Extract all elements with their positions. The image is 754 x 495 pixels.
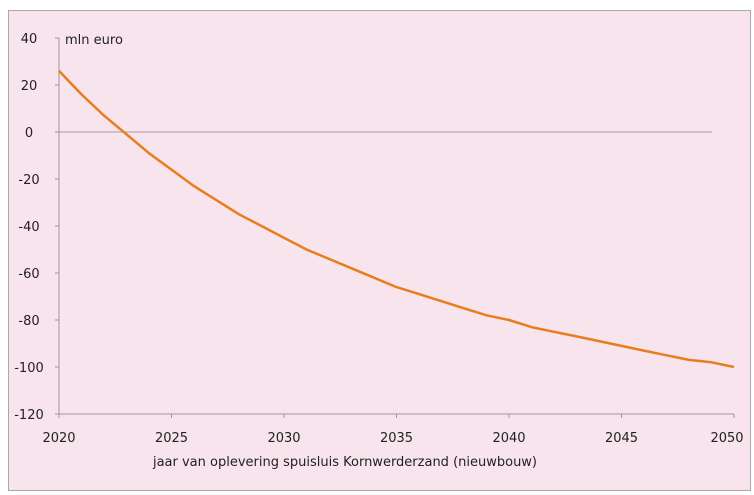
y-tick-label: 20 (21, 79, 38, 94)
y-tick-label: -80 (18, 314, 39, 329)
y-tick-label: -60 (18, 267, 39, 282)
y-tick-label: 0 (25, 126, 33, 141)
unit-label: mln euro (65, 33, 123, 48)
chart-frame: 40 20 0 -20 -40 -60 -80 -100 -120 2020 2025 2030 203… (8, 10, 751, 491)
x-tick-label: 2045 (605, 431, 638, 446)
y-tick-label: -100 (14, 361, 44, 376)
y-tick-label: -120 (14, 408, 44, 423)
x-axis-title: jaar van oplevering spuisluis Kornwerder… (152, 455, 537, 470)
line-chart: 40 20 0 -20 -40 -60 -80 -100 -120 2020 2025 2030 203… (14, 32, 743, 470)
series-line (58, 70, 735, 369)
y-tick-label: 40 (21, 32, 38, 47)
y-tick-label: -40 (18, 220, 39, 235)
x-tick-label: 2040 (492, 431, 525, 446)
x-tick-label: 2025 (155, 431, 188, 446)
x-tick-label: 2030 (267, 431, 300, 446)
y-tick-label: -20 (18, 173, 39, 188)
x-tick-label: 2035 (380, 431, 413, 446)
x-tick-label: 2050 (710, 431, 743, 446)
x-tick-label: 2020 (42, 431, 75, 446)
